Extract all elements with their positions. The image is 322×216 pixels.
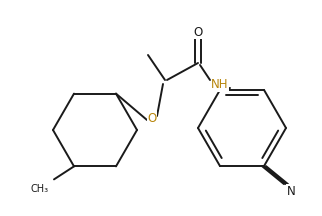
Text: N: N <box>287 185 295 198</box>
Text: CH₃: CH₃ <box>31 184 49 194</box>
Text: NH: NH <box>211 78 229 92</box>
Text: O: O <box>147 111 156 124</box>
Text: O: O <box>194 25 203 38</box>
